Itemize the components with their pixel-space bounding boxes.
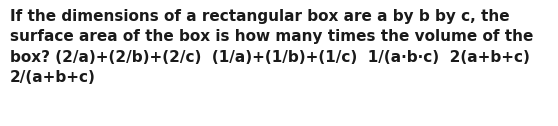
Text: If the dimensions of a rectangular box are a by b by c, the
surface area of the : If the dimensions of a rectangular box a… [10, 9, 533, 85]
